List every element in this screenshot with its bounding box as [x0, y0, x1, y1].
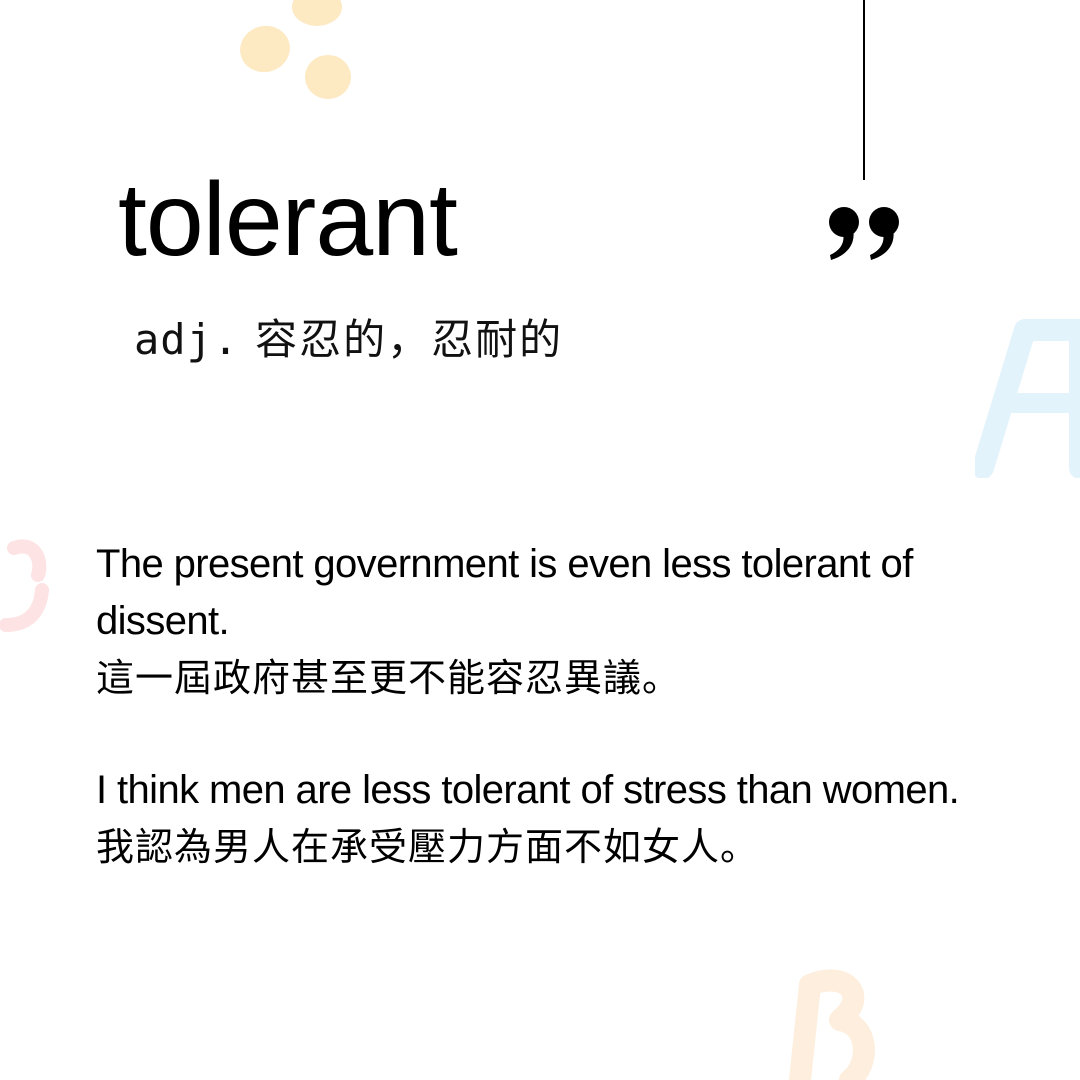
letter-c-decoration	[0, 539, 49, 632]
example-sentence-1: The present government is even less tole…	[96, 536, 1016, 706]
letter-b-decoration	[789, 969, 875, 1080]
definition-line: adj. 容忍的，忍耐的	[134, 312, 563, 368]
example-english: I think men are less tolerant of stress …	[96, 768, 960, 812]
chinese-meaning: 容忍的，忍耐的	[255, 315, 564, 364]
hanging-line	[863, 0, 865, 180]
vocabulary-word: tolerant	[118, 162, 458, 278]
example-chinese: 我認為男人在承受壓力方面不如女人。	[96, 825, 760, 869]
decorative-dot	[234, 20, 296, 78]
decorative-dot	[305, 55, 351, 99]
part-of-speech: adj.	[134, 315, 240, 364]
example-sentence-2: I think men are less tolerant of stress …	[96, 762, 1016, 875]
letter-a-decoration	[975, 319, 1080, 478]
example-chinese: 這一屆政府甚至更不能容忍異議。	[96, 656, 682, 700]
decorative-dot	[292, 0, 342, 26]
closing-quote-icon	[829, 207, 899, 260]
example-english: The present government is even less tole…	[96, 542, 913, 643]
